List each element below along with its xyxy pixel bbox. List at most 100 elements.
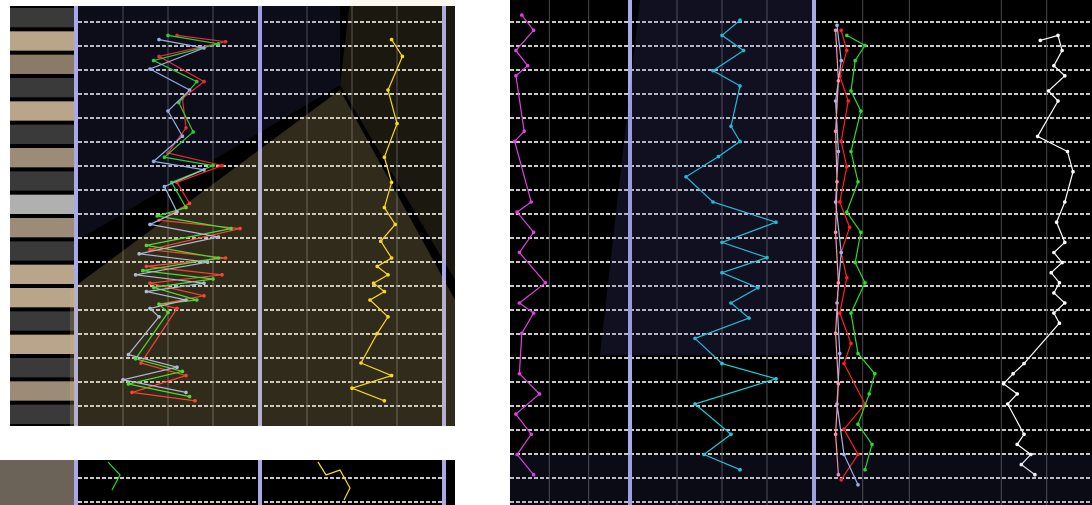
data-point: [211, 277, 215, 281]
data-point: [144, 289, 149, 294]
vertical-gridlines: [862, 0, 910, 505]
data-point: [839, 139, 843, 144]
data-point: [520, 331, 524, 336]
data-point: [514, 412, 518, 416]
data-point: [529, 200, 533, 204]
data-point: [774, 220, 778, 224]
data-point: [375, 331, 380, 336]
strip-band: [10, 381, 74, 401]
data-point: [741, 48, 746, 53]
data-point: [849, 311, 853, 315]
data-point: [187, 201, 192, 206]
data-point: [157, 302, 161, 307]
series-line: [685, 19, 779, 471]
strip-track-background: [10, 6, 74, 426]
data-point: [514, 74, 518, 78]
data-point: [1063, 240, 1067, 245]
right-magenta-track: [510, 0, 628, 505]
data-point: [184, 205, 188, 210]
data-point: [863, 43, 867, 48]
track-separator: [74, 460, 78, 505]
strip-band: [10, 264, 74, 284]
data-point: [184, 298, 188, 302]
data-point: [157, 37, 161, 42]
data-point: [175, 210, 179, 214]
strip-band: [10, 358, 74, 378]
yellow-series-group: [350, 37, 405, 403]
data-point: [382, 289, 387, 294]
data-point: [121, 378, 125, 382]
data-point: [856, 483, 860, 487]
data-point: [202, 281, 206, 286]
data-point: [839, 478, 843, 482]
lower-green-curve: [107, 461, 121, 491]
data-point: [839, 28, 843, 33]
data-point: [175, 365, 179, 370]
strip-band: [10, 241, 74, 261]
data-point: [839, 58, 843, 63]
cyan-series-group: [684, 18, 779, 472]
data-point: [849, 149, 853, 154]
dotted-gridlines: [78, 460, 258, 505]
data-point: [747, 316, 751, 320]
data-point: [833, 99, 838, 103]
data-point: [1033, 472, 1037, 477]
data-point: [148, 247, 152, 252]
data-point: [1038, 38, 1043, 43]
data-point: [1060, 260, 1064, 265]
data-point: [359, 361, 363, 365]
series-line: [846, 34, 876, 470]
data-point: [515, 210, 519, 214]
upper-left-strip-track: [10, 6, 74, 426]
data-point: [195, 298, 199, 302]
data-point: [845, 33, 849, 38]
data-point: [1063, 74, 1067, 78]
data-point: [386, 88, 390, 92]
data-point: [1057, 281, 1062, 285]
data-point: [157, 315, 161, 319]
data-point: [1015, 442, 1019, 447]
lower-yellow-curve: [317, 461, 351, 501]
data-point: [216, 42, 221, 46]
data-point: [371, 281, 376, 286]
data-point: [1022, 432, 1026, 437]
data-point: [386, 315, 390, 319]
data-point: [1015, 392, 1019, 396]
data-point: [148, 306, 152, 311]
data-point: [529, 432, 533, 437]
data-point: [162, 155, 167, 159]
data-point: [1005, 402, 1010, 406]
data-point: [512, 139, 517, 144]
data-point: [859, 109, 863, 113]
data-point: [389, 37, 394, 42]
magenta-series-group: [512, 13, 548, 477]
data-point: [863, 467, 867, 472]
data-point: [382, 205, 387, 210]
vertical-gridlines: [676, 0, 768, 505]
data-point: [382, 399, 387, 403]
data-point: [833, 230, 838, 235]
data-point: [148, 222, 152, 227]
data-point: [846, 99, 850, 103]
data-point: [514, 48, 518, 53]
data-point: [389, 373, 394, 378]
data-point: [845, 164, 849, 169]
data-point: [379, 239, 383, 243]
data-point: [1001, 382, 1006, 386]
data-point: [184, 126, 188, 130]
data-point: [1019, 462, 1024, 467]
data-point: [137, 252, 141, 256]
data-point: [517, 371, 522, 376]
data-point: [1063, 200, 1067, 204]
data-point: [180, 369, 185, 374]
data-point: [729, 301, 733, 305]
data-point: [531, 472, 536, 477]
dotted-gridlines: [262, 460, 442, 505]
data-point: [738, 467, 742, 472]
multicurve-series-group: [121, 33, 242, 403]
data-point: [839, 250, 843, 255]
data-point: [400, 54, 405, 59]
data-point: [853, 260, 857, 265]
